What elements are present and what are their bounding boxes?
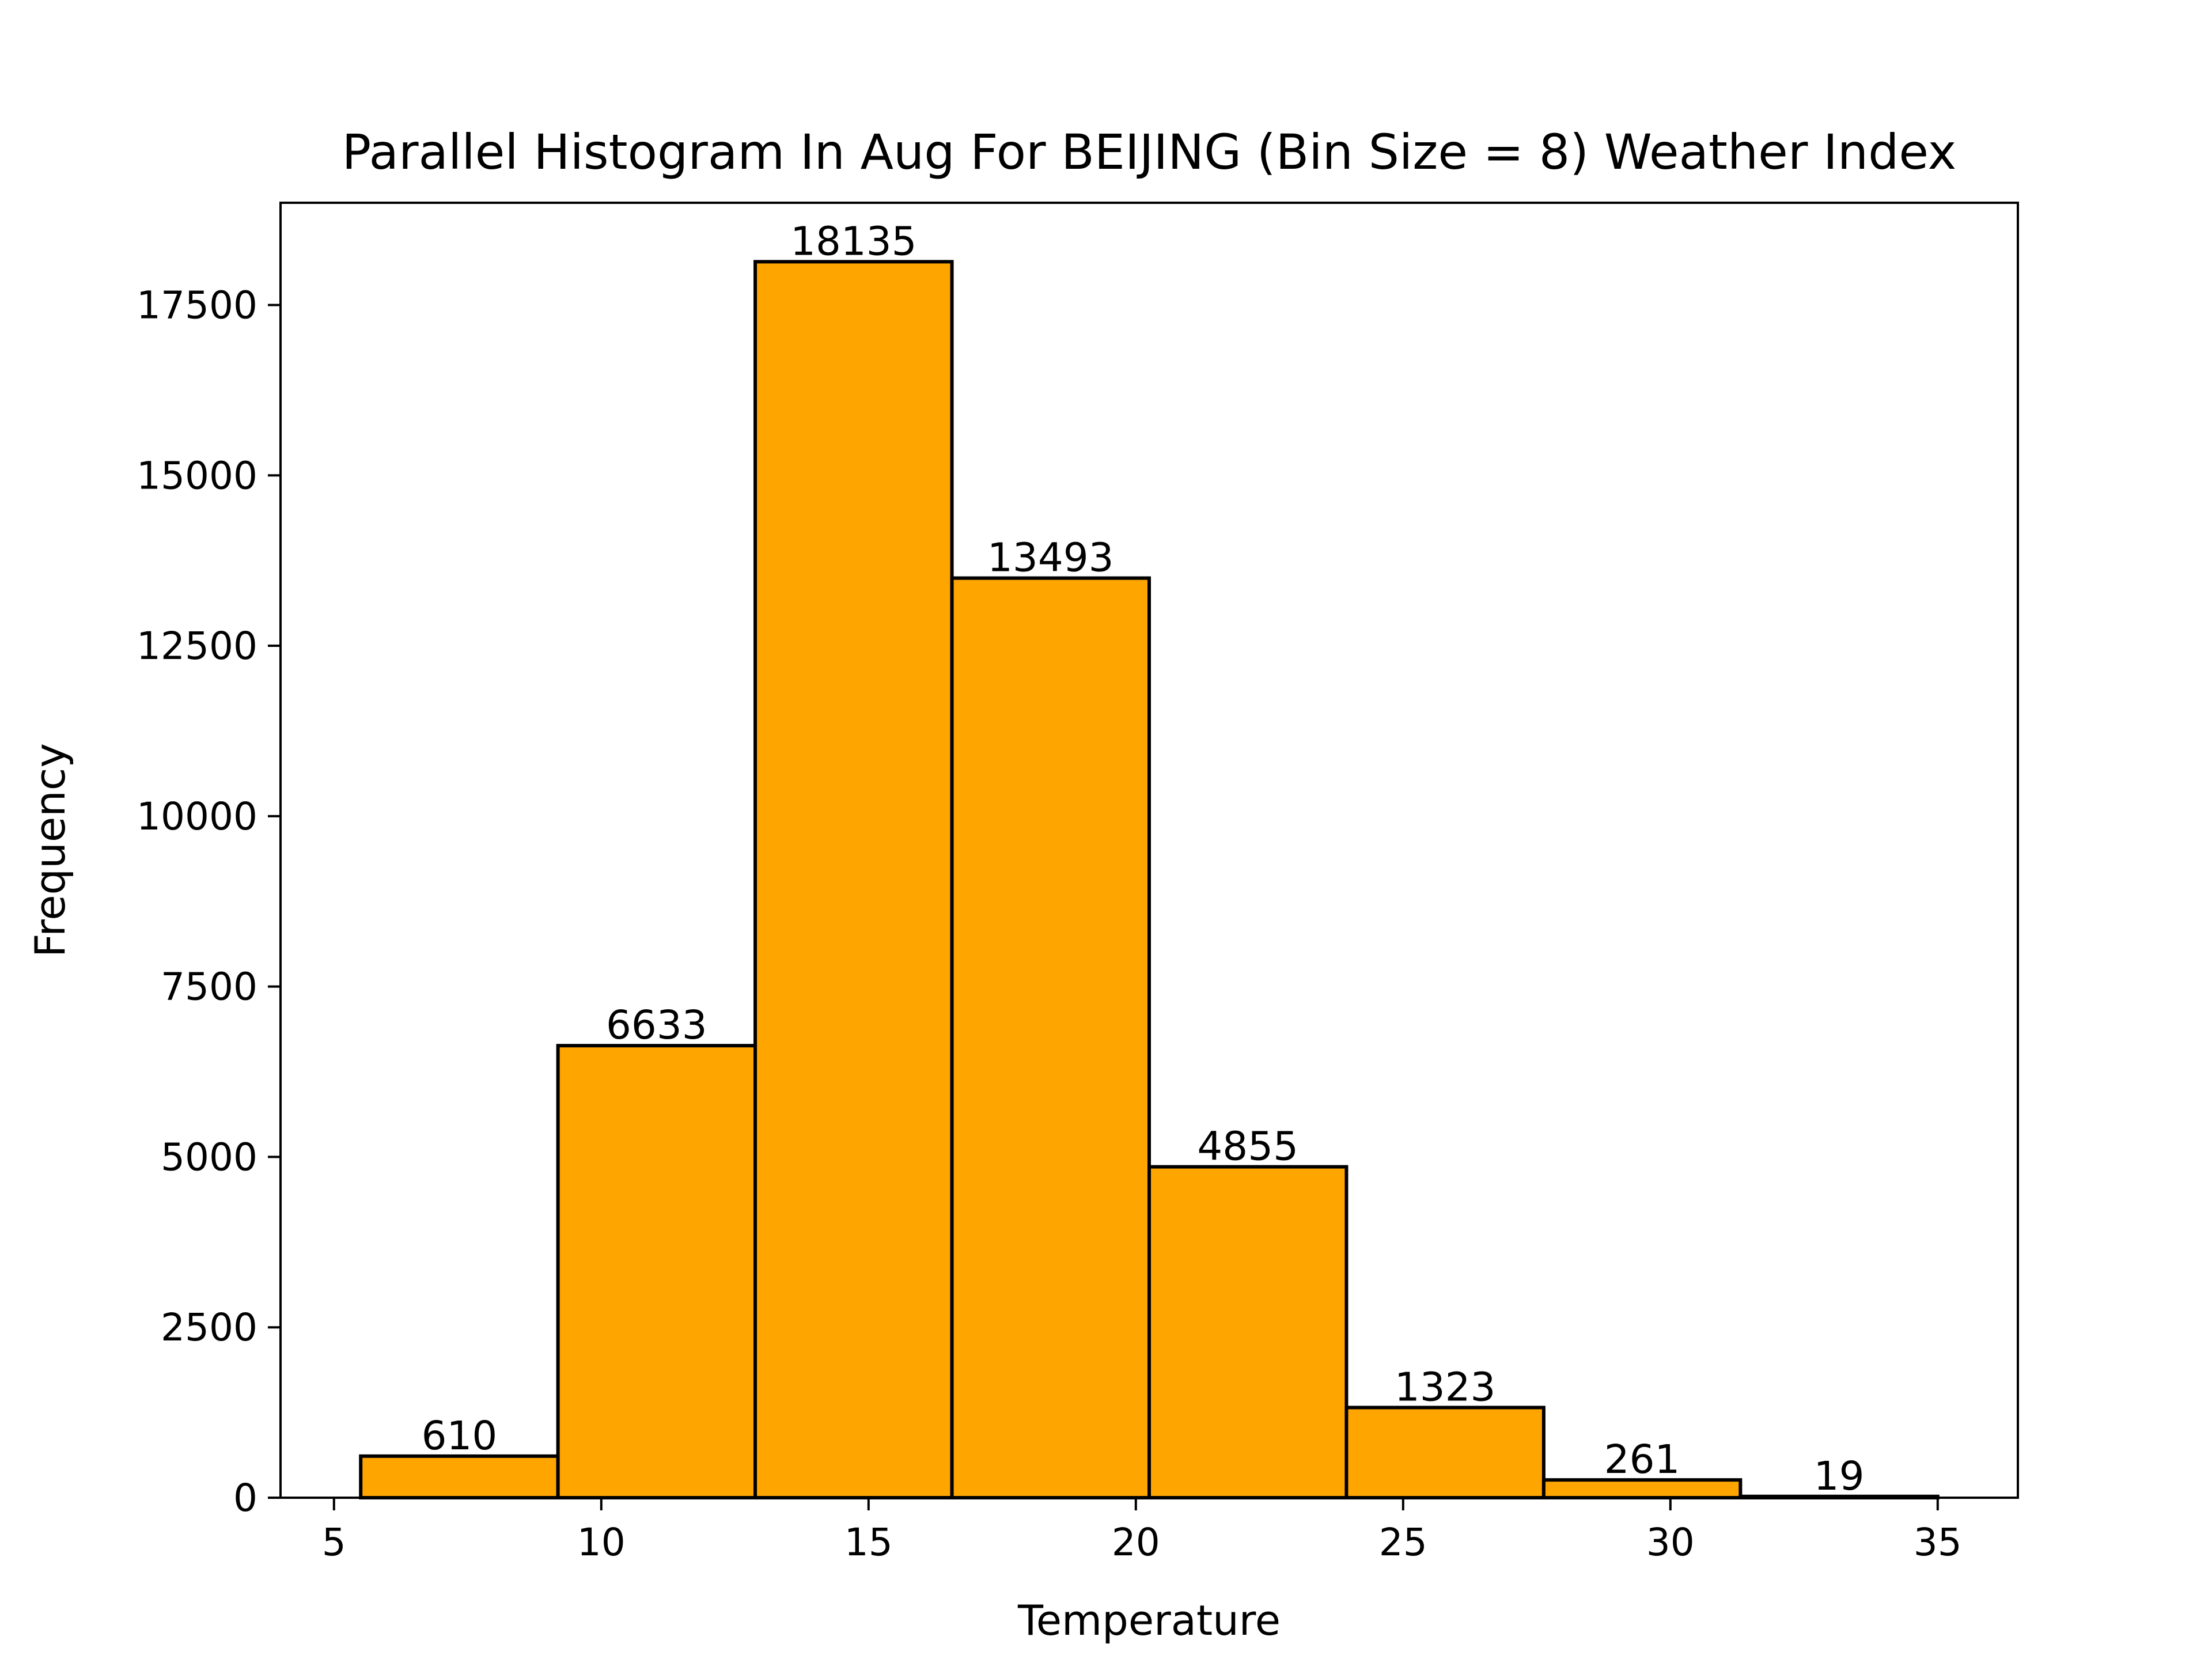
- chart-title: Parallel Histogram In Aug For BEIJING (B…: [342, 124, 1957, 180]
- x-tick-label: 35: [1914, 1520, 1962, 1565]
- y-axis-label: Frequency: [26, 743, 74, 957]
- histogram-bar: [950, 576, 1151, 1499]
- y-axis: 0 2500 5000 7500 10000 12500 15000 17500: [137, 283, 281, 1520]
- x-axis: 5 10 15 20 25 30 35: [322, 1498, 1962, 1565]
- bar-value-label: 18135: [790, 218, 917, 264]
- bar-value-label: 1323: [1395, 1364, 1496, 1410]
- histogram-bar: [1147, 1165, 1349, 1499]
- x-axis-label: Temperature: [1017, 1596, 1281, 1645]
- x-tick-label: 5: [322, 1520, 346, 1565]
- bar-value-label: 19: [1814, 1453, 1865, 1499]
- histogram-bar: [556, 1044, 757, 1500]
- bars-group: [359, 260, 1940, 1500]
- y-tick-label: 10000: [137, 794, 257, 839]
- bar-value-label: 6633: [606, 1002, 707, 1048]
- histogram-bar: [359, 1454, 560, 1500]
- y-tick-label: 2500: [161, 1305, 257, 1350]
- y-tick-label: 15000: [137, 453, 257, 498]
- y-tick-label: 17500: [137, 283, 257, 327]
- bar-value-label: 261: [1604, 1437, 1680, 1483]
- y-tick-label: 12500: [137, 624, 257, 668]
- bar-value-label: 13493: [987, 535, 1114, 581]
- y-tick-label: 0: [233, 1476, 257, 1520]
- histogram-bar: [753, 260, 954, 1499]
- y-tick-label: 5000: [161, 1135, 257, 1179]
- x-tick-label: 30: [1646, 1520, 1695, 1565]
- x-tick-label: 15: [844, 1520, 893, 1565]
- data-labels-group: 610 6633 18135 13493 4855 1323 261 19: [422, 218, 1865, 1499]
- y-tick-label: 7500: [161, 965, 257, 1009]
- bar-value-label: 4855: [1197, 1124, 1298, 1170]
- x-tick-label: 20: [1112, 1520, 1160, 1565]
- histogram-bar: [1344, 1406, 1546, 1500]
- plot-frame: [279, 202, 2019, 1499]
- bar-value-label: 610: [422, 1413, 498, 1459]
- x-tick-label: 10: [577, 1520, 626, 1565]
- x-tick-label: 25: [1379, 1520, 1427, 1565]
